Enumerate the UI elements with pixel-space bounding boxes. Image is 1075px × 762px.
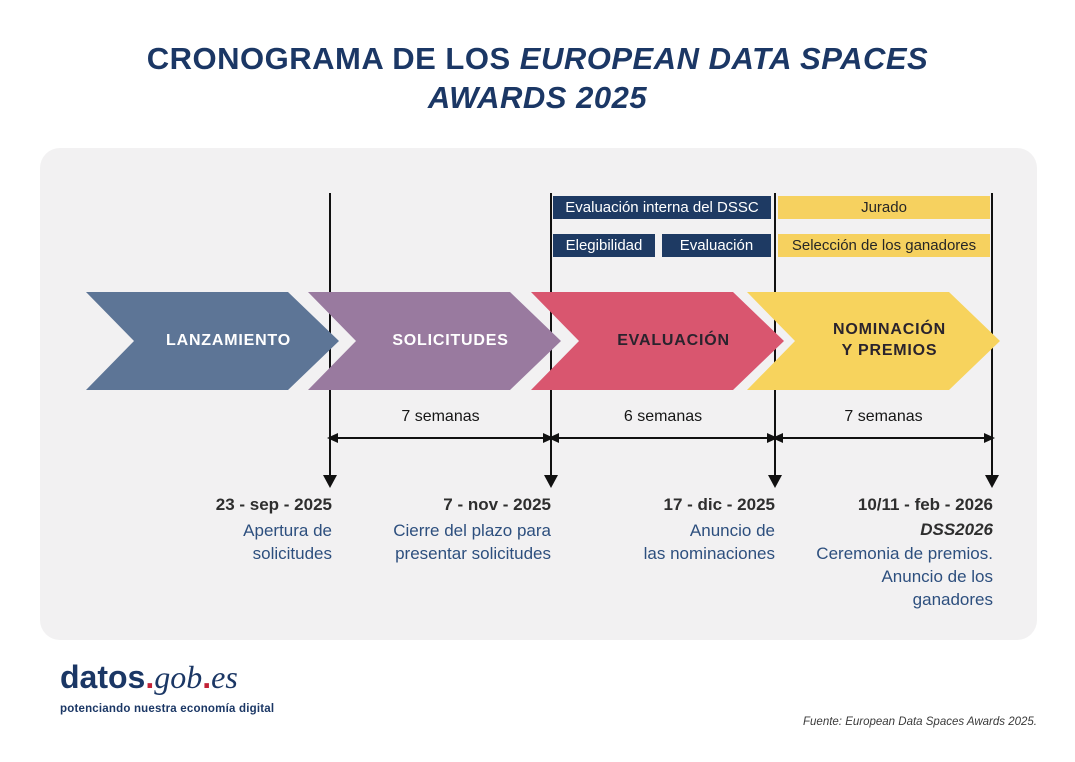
subphase-evaluation: Evaluación	[662, 234, 771, 257]
datos-gob-es-logo: datos.gob.es potenciando nuestra economí…	[60, 659, 275, 716]
subphase-dssc-internal-evaluation: Evaluación interna del DSSC	[553, 196, 771, 219]
milestone-date: 7 - nov - 2025	[443, 495, 551, 514]
duration-label-2: 6 semanas	[623, 408, 703, 425]
logo-gob: gob	[154, 659, 203, 695]
logo-wordmark: datos.gob.es	[60, 659, 274, 695]
logo-dot-2: .	[202, 659, 212, 695]
duration-arrow-3	[772, 433, 995, 443]
milestone-description: Cierre del plazo para presentar solicitu…	[393, 521, 551, 563]
phase-chevron-applications: SOLICITUDES	[308, 292, 561, 390]
duration-arrow-2	[548, 433, 778, 443]
milestone-description: Ceremonia de premios. Anuncio de los gan…	[816, 544, 993, 609]
title-italic-line1: EUROPEAN DATA SPACES	[519, 41, 929, 76]
duration-label-3: 7 semanas	[844, 408, 923, 425]
milestone-ceremony: 10/11 - feb - 2026 DSS2026 Ceremonia de …	[758, 495, 993, 612]
title-regular: CRONOGRAMA DE LOS	[146, 41, 511, 76]
subphase-winner-selection: Selección de los ganadores	[778, 234, 990, 257]
duration-arrow-1	[327, 433, 554, 443]
logo-es: es	[211, 659, 238, 695]
logo-dot-1: .	[145, 659, 155, 695]
timeline-panel: Evaluación interna del DSSC Jurado Elegi…	[40, 148, 1037, 640]
logo-datos: datos	[60, 659, 146, 695]
milestone-description: Anuncio de las nominaciones	[643, 521, 775, 563]
logo-tagline: potenciando nuestra economía digital	[60, 703, 275, 716]
page-title: CRONOGRAMA DE LOS EUROPEAN DATA SPACES AW…	[68, 40, 1008, 118]
milestone-description: Apertura de solicitudes	[243, 521, 332, 563]
milestone-event: DSS2026	[920, 520, 993, 539]
milestone-launch: 23 - sep - 2025 Apertura de solicitudes	[97, 495, 332, 566]
milestone-date: 17 - dic - 2025	[663, 495, 775, 514]
duration-label-1: 7 semanas	[401, 408, 480, 425]
milestone-date: 23 - sep - 2025	[215, 495, 332, 514]
milestone-date: 10/11 - feb - 2026	[857, 495, 993, 514]
phase-chevron-evaluation: EVALUACIÓN	[531, 292, 784, 390]
phase-chevron-nomination-awards: NOMINACIÓN Y PREMIOS	[747, 292, 1000, 390]
phase-chevron-launch: LANZAMIENTO	[86, 292, 339, 390]
milestone-nominations: 17 - dic - 2025 Anuncio de las nominacio…	[540, 495, 775, 566]
subphase-jury: Jurado	[778, 196, 990, 219]
source-credit: Fuente: European Data Spaces Awards 2025…	[803, 716, 1037, 728]
title-italic-line2: AWARDS 2025	[427, 79, 648, 115]
milestone-deadline: 7 - nov - 2025 Cierre del plazo para pre…	[316, 495, 551, 566]
subphase-eligibility: Elegibilidad	[553, 234, 655, 257]
